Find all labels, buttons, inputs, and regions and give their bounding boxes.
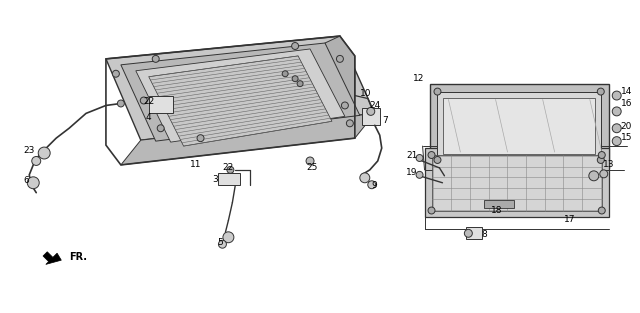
- Text: 16: 16: [621, 99, 632, 108]
- Text: 18: 18: [492, 206, 503, 215]
- Circle shape: [465, 229, 472, 237]
- Text: 9: 9: [372, 181, 378, 190]
- Circle shape: [612, 91, 621, 100]
- Polygon shape: [325, 36, 355, 138]
- Circle shape: [612, 107, 621, 116]
- Circle shape: [38, 147, 50, 159]
- Circle shape: [416, 171, 423, 178]
- Circle shape: [368, 181, 376, 189]
- Text: 24: 24: [370, 101, 381, 110]
- Text: 7: 7: [381, 116, 387, 125]
- Text: 22: 22: [143, 97, 154, 106]
- Polygon shape: [467, 227, 483, 239]
- Text: 6: 6: [24, 176, 29, 185]
- Circle shape: [612, 124, 621, 133]
- Circle shape: [346, 120, 353, 127]
- Text: 23: 23: [24, 146, 35, 155]
- Circle shape: [157, 125, 164, 132]
- Circle shape: [297, 81, 303, 87]
- Circle shape: [598, 151, 605, 158]
- Text: 4: 4: [146, 113, 152, 122]
- Circle shape: [152, 55, 159, 62]
- Circle shape: [597, 156, 604, 163]
- Circle shape: [416, 155, 423, 162]
- Circle shape: [227, 167, 234, 173]
- Text: 8: 8: [481, 230, 487, 239]
- Circle shape: [600, 170, 608, 178]
- Circle shape: [223, 232, 234, 243]
- Text: 21: 21: [406, 151, 417, 160]
- Circle shape: [218, 240, 227, 248]
- Circle shape: [282, 71, 288, 77]
- Circle shape: [113, 70, 120, 77]
- Circle shape: [597, 88, 604, 95]
- Circle shape: [140, 97, 147, 104]
- Polygon shape: [429, 84, 609, 168]
- Polygon shape: [121, 43, 360, 141]
- Circle shape: [292, 76, 298, 82]
- Text: 5: 5: [218, 238, 223, 247]
- Circle shape: [434, 156, 441, 163]
- Polygon shape: [148, 95, 173, 113]
- Text: 12: 12: [413, 74, 424, 83]
- Polygon shape: [431, 155, 602, 211]
- Circle shape: [292, 43, 299, 49]
- Text: 20: 20: [621, 122, 632, 131]
- Polygon shape: [136, 49, 345, 142]
- Text: FR.: FR.: [69, 252, 87, 262]
- Polygon shape: [484, 200, 514, 208]
- Text: 11: 11: [190, 161, 202, 169]
- Text: 17: 17: [564, 215, 575, 224]
- Circle shape: [367, 107, 375, 115]
- Text: 3: 3: [212, 175, 218, 184]
- Circle shape: [428, 207, 435, 214]
- Circle shape: [589, 171, 599, 181]
- Circle shape: [32, 156, 41, 165]
- Polygon shape: [444, 98, 595, 154]
- Circle shape: [337, 55, 344, 62]
- Polygon shape: [148, 56, 332, 146]
- Circle shape: [197, 135, 204, 142]
- Polygon shape: [218, 173, 241, 185]
- Circle shape: [428, 151, 435, 158]
- Polygon shape: [424, 148, 609, 218]
- Text: 14: 14: [621, 87, 632, 96]
- Text: 10: 10: [360, 89, 371, 98]
- Circle shape: [434, 88, 441, 95]
- Polygon shape: [121, 113, 375, 165]
- Circle shape: [28, 177, 39, 189]
- Text: 25: 25: [307, 163, 317, 172]
- Text: 19: 19: [406, 168, 417, 177]
- Polygon shape: [106, 36, 375, 140]
- Text: 13: 13: [603, 161, 614, 169]
- Circle shape: [598, 207, 605, 214]
- Circle shape: [612, 137, 621, 146]
- Circle shape: [360, 173, 370, 183]
- Polygon shape: [43, 252, 61, 264]
- Circle shape: [341, 102, 348, 109]
- Circle shape: [117, 100, 124, 107]
- Polygon shape: [362, 108, 380, 125]
- Text: 22: 22: [223, 163, 234, 172]
- Polygon shape: [438, 92, 601, 160]
- Polygon shape: [148, 56, 332, 146]
- Text: 15: 15: [621, 133, 632, 142]
- Circle shape: [306, 157, 314, 165]
